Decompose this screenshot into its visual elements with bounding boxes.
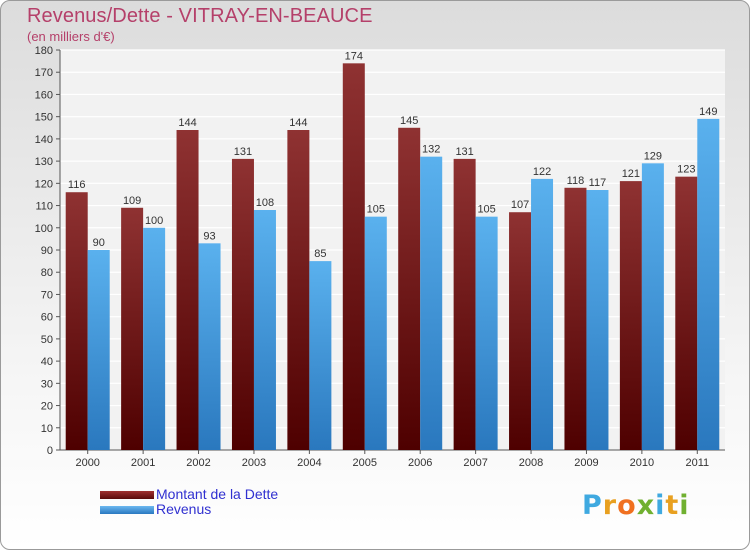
data-label-dette: 144: [289, 117, 307, 129]
proxiti-logo: Proxiti: [582, 490, 690, 521]
y-tick-label: 70: [41, 289, 53, 301]
data-label-dette: 123: [677, 164, 695, 176]
bar-dette: [398, 127, 421, 451]
y-tick-label: 30: [41, 378, 53, 390]
logo-letter: o: [617, 490, 637, 521]
x-tick-label: 2004: [297, 457, 321, 469]
bar-revenus: [87, 250, 110, 450]
y-tick-label: 150: [35, 112, 53, 124]
legend-label-dette: Montant de la Dette: [156, 486, 279, 502]
bar-dette: [342, 63, 365, 450]
bar-revenus: [420, 156, 443, 450]
legend-swatch-revenus: [100, 506, 154, 514]
data-label-revenus: 105: [477, 204, 495, 216]
x-tick-label: 2003: [242, 457, 266, 469]
data-label-revenus: 132: [422, 144, 440, 156]
data-label-dette: 118: [567, 175, 585, 187]
data-label-revenus: 129: [644, 150, 662, 162]
data-label-dette: 174: [345, 50, 363, 62]
bar-revenus: [531, 178, 554, 450]
bar-revenus: [198, 243, 221, 450]
data-label-dette: 121: [622, 168, 640, 180]
y-tick-label: 50: [41, 334, 53, 346]
data-label-dette: 116: [68, 179, 86, 191]
x-tick-label: 2005: [353, 457, 377, 469]
y-tick-label: 0: [47, 445, 53, 457]
y-tick-label: 140: [35, 134, 53, 146]
x-tick-label: 2008: [519, 457, 543, 469]
y-tick-label: 170: [35, 67, 53, 79]
x-tick-label: 2009: [574, 457, 598, 469]
data-label-revenus: 100: [145, 215, 163, 227]
bar-dette: [564, 187, 587, 450]
y-tick-label: 40: [41, 356, 53, 368]
bar-revenus: [364, 216, 387, 450]
x-tick-label: 2010: [630, 457, 654, 469]
bar-revenus: [586, 190, 609, 450]
data-label-revenus: 85: [314, 248, 326, 260]
data-label-dette: 107: [511, 199, 529, 211]
legend-label-revenus: Revenus: [156, 501, 212, 517]
y-tick-label: 60: [41, 312, 53, 324]
y-tick-label: 10: [41, 423, 53, 435]
bar-dette: [176, 130, 199, 450]
y-tick-label: 130: [35, 156, 53, 168]
data-label-revenus: 93: [203, 230, 215, 242]
y-tick-label: 160: [35, 89, 53, 101]
data-label-dette: 131: [455, 146, 473, 158]
y-tick-label: 20: [41, 401, 53, 413]
logo-letter: i: [655, 490, 666, 521]
data-label-dette: 145: [400, 115, 418, 127]
data-label-dette: 109: [123, 195, 141, 207]
y-tick-label: 100: [35, 223, 53, 235]
bar-dette: [675, 176, 698, 450]
logo-letter: i: [679, 490, 690, 521]
bar-revenus: [697, 118, 720, 450]
data-label-revenus: 105: [367, 204, 385, 216]
data-label-revenus: 90: [93, 237, 105, 249]
data-label-revenus: 117: [589, 177, 607, 189]
bar-dette: [231, 158, 254, 450]
y-tick-label: 120: [35, 178, 53, 190]
bar-revenus: [309, 261, 332, 450]
bar-revenus: [641, 163, 664, 451]
x-tick-label: 2007: [463, 457, 487, 469]
data-label-revenus: 122: [533, 166, 551, 178]
data-label-revenus: 108: [256, 197, 274, 209]
bar-revenus: [475, 216, 498, 450]
x-tick-label: 2006: [408, 457, 432, 469]
y-tick-label: 180: [35, 45, 53, 57]
y-tick-label: 80: [41, 267, 53, 279]
bar-revenus: [253, 210, 276, 450]
data-label-dette: 144: [178, 117, 196, 129]
bar-revenus: [143, 227, 166, 450]
chart-title: Revenus/Dette - VITRAY-EN-BEAUCE: [27, 5, 373, 27]
logo-letter: t: [665, 490, 680, 521]
x-tick-label: 2011: [685, 457, 709, 469]
bar-dette: [121, 207, 144, 450]
x-tick-label: 2000: [75, 457, 99, 469]
logo-letter: x: [636, 490, 656, 521]
legend-swatch-dette: [100, 491, 154, 499]
x-tick-label: 2001: [131, 457, 155, 469]
x-tick-label: 2002: [186, 457, 210, 469]
logo-letter: r: [602, 490, 618, 521]
bar-dette: [65, 192, 88, 450]
logo-letter: P: [582, 490, 603, 521]
bar-dette: [509, 212, 532, 450]
data-label-revenus: 149: [699, 106, 717, 118]
bar-dette: [453, 158, 476, 450]
bar-dette: [619, 181, 642, 450]
bar-dette: [287, 130, 310, 450]
y-tick-label: 110: [35, 201, 53, 213]
data-label-dette: 131: [234, 146, 252, 158]
chart-subtitle: (en milliers d'€): [27, 29, 115, 44]
y-tick-label: 90: [41, 245, 53, 257]
